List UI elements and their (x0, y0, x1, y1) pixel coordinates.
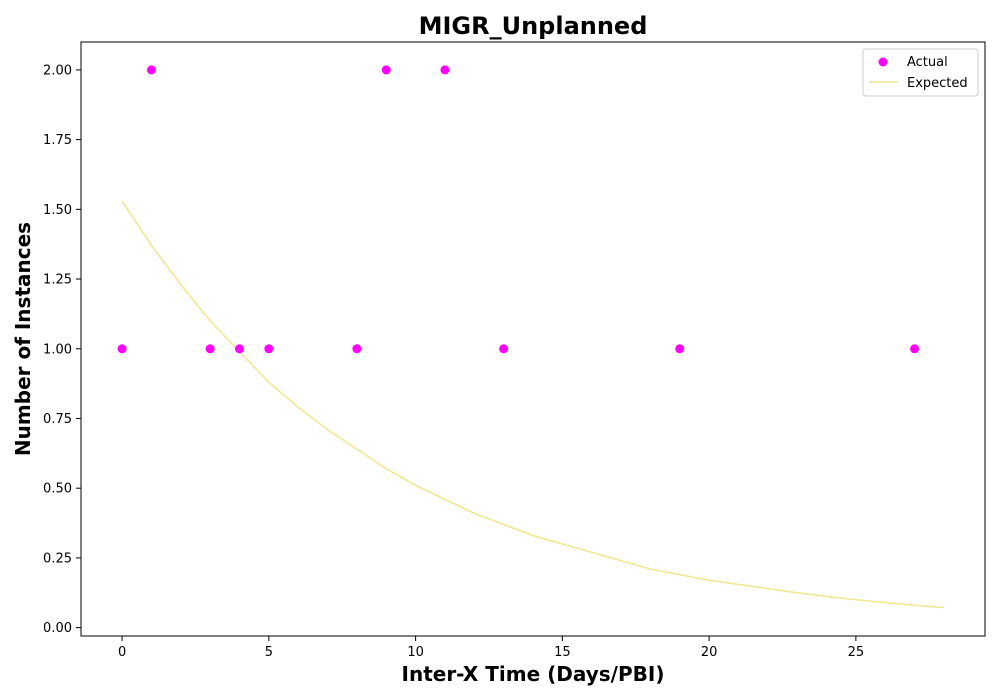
plot-frame (80, 41, 986, 637)
actual-point (499, 344, 509, 354)
actual-series (117, 65, 920, 354)
y-tick-label: 0.75 (43, 412, 72, 427)
x-tick-label: 0 (118, 645, 126, 660)
expected-series (121, 200, 944, 609)
legend-actual-marker (878, 57, 888, 67)
x-tick-label: 5 (265, 645, 273, 660)
chart-title: MIGR_Unplanned (419, 12, 648, 40)
legend-expected-label: Expected (907, 76, 968, 91)
x-tick-label: 25 (848, 645, 865, 660)
y-tick-label: 1.50 (43, 203, 72, 218)
y-tick-label: 1.00 (43, 342, 72, 357)
legend-box (862, 48, 979, 97)
actual-point (234, 344, 244, 354)
y-tick-label: 0.25 (43, 551, 72, 566)
actual-point (381, 65, 391, 75)
actual-point (264, 344, 274, 354)
x-axis-label: Inter-X Time (Days/PBI) (402, 662, 665, 686)
plot-area (80, 41, 986, 637)
y-tick-label: 2.00 (43, 63, 72, 78)
actual-point (205, 344, 215, 354)
y-axis: 0.00 0.25 0.50 0.75 1.00 1.25 1.50 1.75 2.00 (43, 63, 81, 636)
actual-point (440, 65, 450, 75)
x-tick-label: 20 (701, 645, 718, 660)
x-tick-label: 10 (407, 645, 424, 660)
legend: Actual Expected (862, 48, 979, 97)
actual-point (352, 344, 362, 354)
expected-line (121, 200, 944, 609)
legend-actual-label: Actual (907, 55, 948, 70)
actual-point (146, 65, 156, 75)
y-tick-label: 1.75 (43, 133, 72, 148)
y-tick-label: 0.50 (43, 482, 72, 497)
actual-point (117, 344, 127, 354)
y-tick-label: 0.00 (43, 621, 72, 636)
x-tick-label: 15 (554, 645, 571, 660)
y-axis-label: Number of Instances (11, 222, 35, 456)
actual-point (675, 344, 685, 354)
x-axis: 0 5 10 15 20 25 (118, 636, 864, 660)
actual-point (910, 344, 920, 354)
y-tick-label: 1.25 (43, 273, 72, 288)
